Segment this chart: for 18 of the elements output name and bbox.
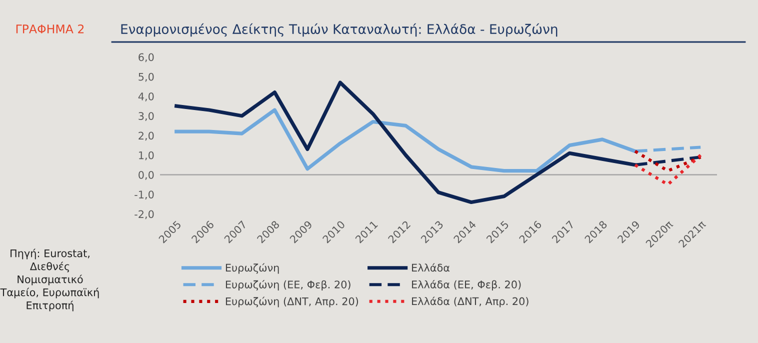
chart-title: Εναρμονισμένος Δείκτης Τιμών Καταναλωτή: Ελλάδα - Ευρωζώνη <box>121 23 558 37</box>
text: Πηγή: Eurostat, Διεθνές Νομισματικό Ταμείο, Ευρωπαϊκή Επιτροπή <box>0 248 99 312</box>
y-tick-label: -1,0 <box>134 190 154 200</box>
y-tick-label: 5,0 <box>138 72 154 82</box>
y-tick-label: 4,0 <box>138 92 154 102</box>
legend-label: Ελλάδα (ΕΕ, Φεβ. 20) <box>412 280 521 290</box>
legend-label: Ελλάδα <box>412 263 450 272</box>
y-tick-label: 6,0 <box>138 53 154 62</box>
y-tick-label: 2,0 <box>138 132 154 141</box>
y-tick-label: 3,0 <box>138 112 154 122</box>
y-tick-label: 0,0 <box>138 170 154 180</box>
legend-label: Ευρωζώνη (ΔΝΤ, Απρ. 20) <box>226 296 358 308</box>
legend-label: Ελλάδα (ΔΝΤ, Απρ. 20) <box>412 296 528 308</box>
text: ΓΡΑΦΗΜΑ 2 <box>16 24 84 34</box>
y-tick-label: 1,0 <box>139 151 154 160</box>
legend-label: Ευρωζώνη (ΕΕ, Φεβ. 20) <box>226 280 350 290</box>
y-tick-label: -2,0 <box>134 210 154 220</box>
legend-label: Ευρωζώνη <box>226 263 279 274</box>
